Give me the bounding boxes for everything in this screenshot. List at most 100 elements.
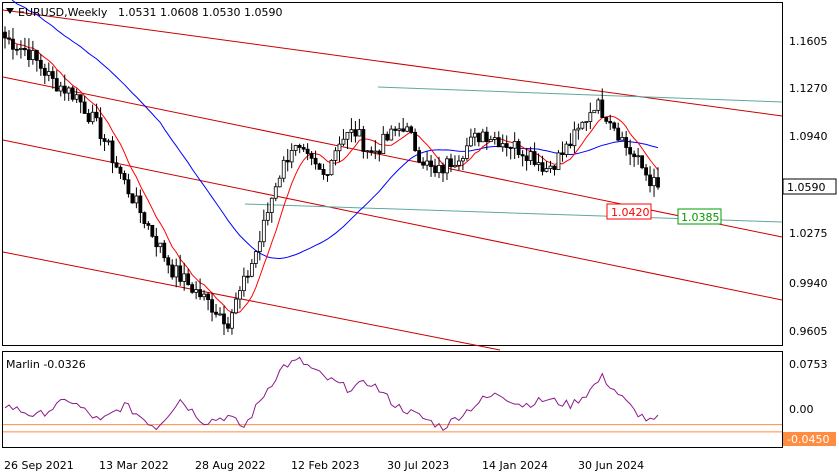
candle-body [146,223,151,226]
candle-body [552,165,557,170]
candle-body [417,150,422,163]
channel-line [2,139,783,301]
candle-body [249,263,254,277]
ma-blue-line [11,0,659,260]
candle-body [544,168,549,172]
oscillator-pane[interactable] [2,351,783,448]
candle-body [301,147,306,150]
candle-body [337,143,342,152]
x-tick-label: 14 Jan 2024 [482,459,548,472]
price-pane[interactable] [2,2,783,346]
candle-body [548,165,553,169]
candle-body [102,138,107,142]
candle-body [560,152,565,155]
candle-body [500,143,505,148]
candle-body [126,179,131,195]
candle-body [245,275,250,278]
candle-body [449,158,453,168]
candle-body [524,155,529,161]
level-1-box [606,203,652,220]
candle-body [636,155,641,158]
candle-body [361,129,366,152]
candle-body [461,158,465,162]
candle-body [488,139,493,142]
candle-body [397,128,402,131]
candle-body [401,128,406,132]
candle-body [305,148,310,154]
dropdown-triangle-icon[interactable] [6,8,14,14]
candle-body [333,150,338,161]
candle-body [238,290,242,300]
candle-body [273,186,278,199]
candle-body [313,157,318,165]
candle-body [564,143,569,155]
candle-body [285,159,290,163]
candle-body [492,137,497,140]
candle-body [317,163,322,170]
candle-body [265,212,270,221]
candle-body [218,313,222,316]
candle-body [86,113,91,123]
candle-body [74,94,79,100]
candle-body [353,129,358,137]
candle-body [206,293,210,300]
candle-body [624,137,629,148]
candle-body [210,299,214,313]
candle-body [528,151,533,161]
level-1-label: 1.0420 [611,206,650,219]
osc-level-box [783,432,836,446]
candle-body [441,164,445,174]
candle-body [7,37,11,40]
candle-body [54,78,59,92]
candle-body [46,71,51,76]
candle-body [106,140,111,143]
candle-body [78,94,83,103]
candle-body [19,48,23,50]
candle-body [393,128,398,131]
candle-body [114,162,119,168]
candle-body [421,161,425,166]
x-tick-label: 12 Feb 2023 [291,459,359,472]
candle-body [110,140,115,164]
candle-body [656,177,660,188]
candle-body [584,121,589,123]
candle-body [556,152,561,170]
osc-tick-label: 0.0753 [789,358,828,371]
osc-tick-label: 0.00 [789,403,814,416]
price-layer [2,0,783,351]
symbol-title: EURUSD,Weekly [18,6,108,19]
osc-level-label: -0.0450 [787,433,829,446]
candle-body [457,160,461,166]
candle-body [11,38,15,50]
candle-body [154,235,159,248]
candle-body [186,273,191,286]
candle-body [297,145,302,148]
candle-body [66,87,71,94]
candle-body [644,167,648,176]
candle-body [480,131,485,143]
candle-body [190,284,195,293]
y-tick-label: 1.0275 [789,227,828,240]
channel-line [2,76,783,238]
candle-body [242,275,246,292]
candle-body [42,67,47,76]
candle-body [138,195,143,214]
candle-body [82,101,87,114]
oscillator-line [4,356,659,432]
candle-body [325,174,330,176]
candle-body [568,143,573,147]
candle-body [405,126,410,132]
candle-body [30,50,35,60]
candle-body [628,147,633,155]
candle-body [381,133,386,155]
candle-body [349,129,354,133]
candle-body [170,264,175,278]
y-tick-label: 1.0940 [789,130,828,143]
candle-body [34,50,39,61]
candle-body [453,164,457,168]
candle-body [357,129,362,137]
candle-body [365,150,370,153]
candle-body [612,122,617,129]
